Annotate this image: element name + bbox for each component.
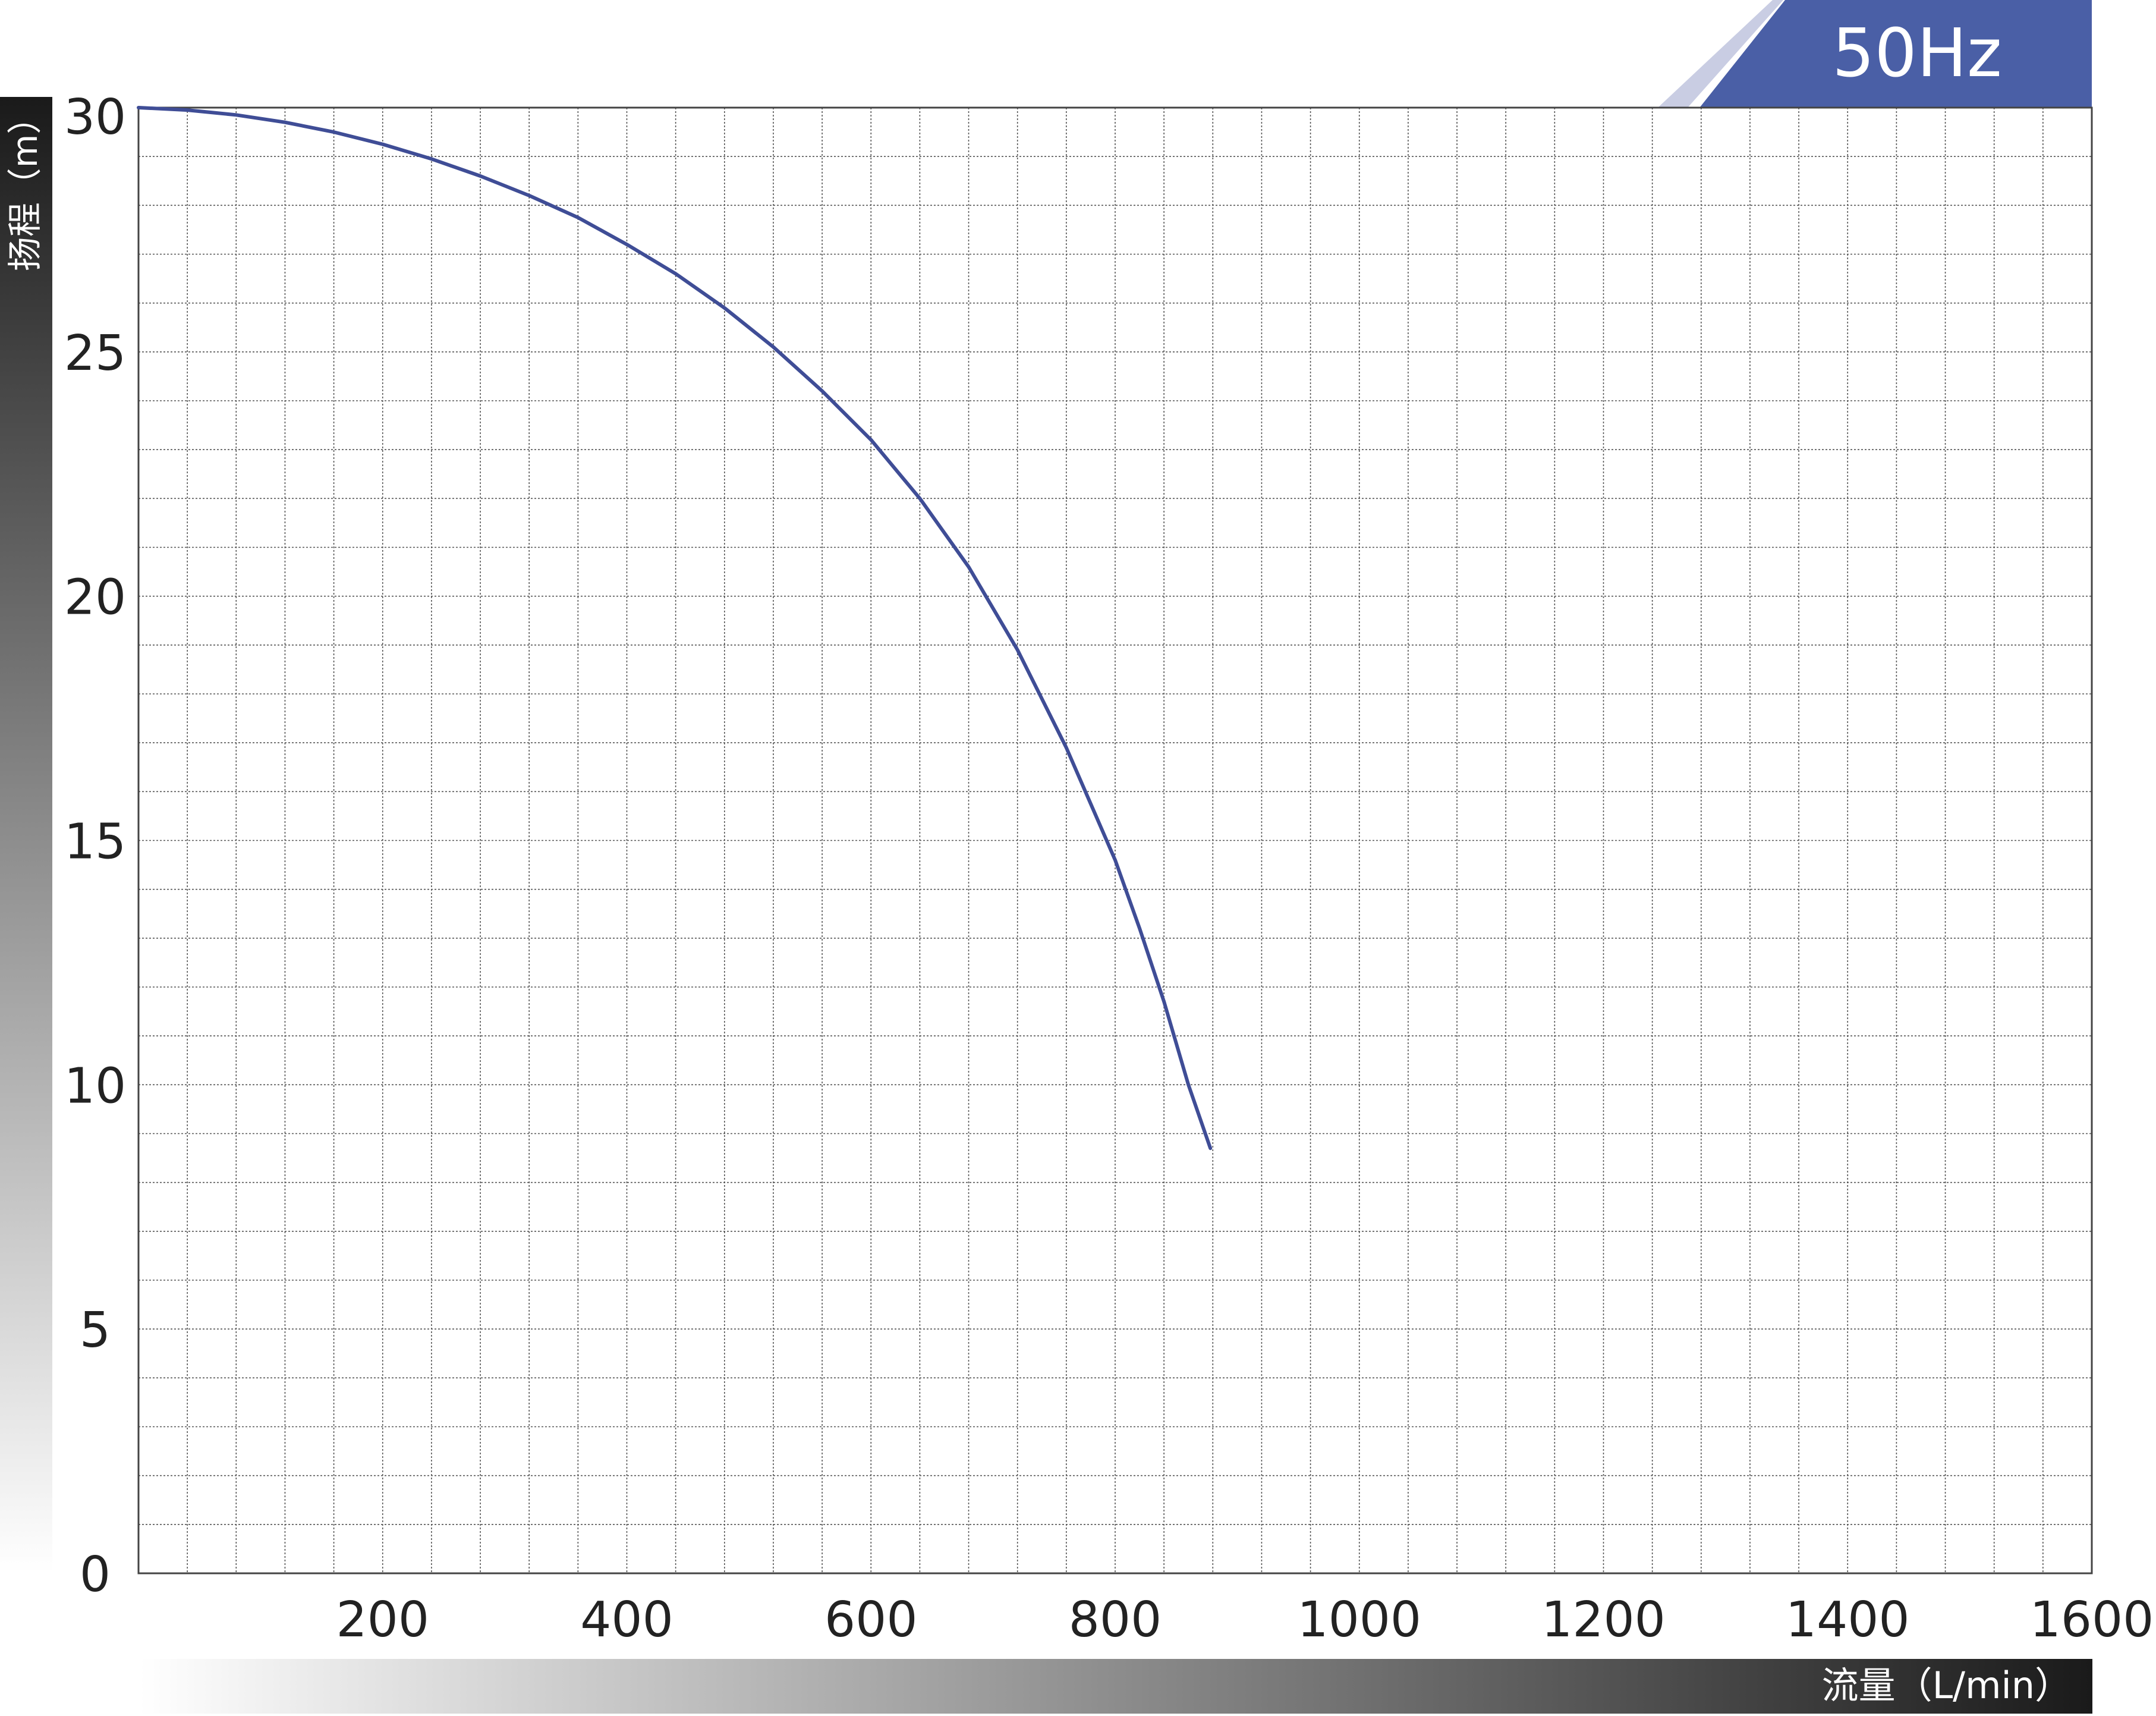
y-axis-label-bar xyxy=(0,97,52,1573)
frequency-badge xyxy=(1700,0,2092,107)
y-tick-label: 30 xyxy=(64,89,126,146)
grid xyxy=(139,108,2092,1573)
x-tick-label: 1400 xyxy=(1786,1592,1910,1648)
y-tick-label: 10 xyxy=(64,1058,126,1114)
y-tick-label: 25 xyxy=(64,325,126,382)
series xyxy=(137,106,1213,1151)
x-tick-label: 1600 xyxy=(2030,1592,2154,1648)
y-tick-label: 5 xyxy=(80,1302,111,1359)
x-tick-label: 1000 xyxy=(1297,1592,1421,1648)
x-axis-label: 流量（L/min） xyxy=(1822,1664,2072,1707)
y-tick-label: 0 xyxy=(80,1547,111,1603)
x-tick-label: 400 xyxy=(580,1592,673,1648)
x-tick-label: 600 xyxy=(824,1592,918,1648)
frequency-badge-stripe xyxy=(1658,0,1783,107)
x-tick-label: 800 xyxy=(1069,1592,1162,1648)
plot-frame xyxy=(137,106,2093,1574)
y-axis-label: 扬程（m） xyxy=(5,100,45,272)
y-tick-label: 20 xyxy=(64,570,126,626)
y-tick-labels: 0 5 10 15 20 25 30 xyxy=(64,89,126,1603)
head-flow-curve xyxy=(137,106,1213,1151)
y-tick-label: 15 xyxy=(64,814,126,870)
frequency-badge-label: 50Hz xyxy=(1832,15,2002,92)
x-tick-label: 200 xyxy=(336,1592,429,1648)
x-tick-labels: 200 400 600 800 1000 1200 1400 1600 xyxy=(336,1592,2154,1648)
x-axis-label-bar xyxy=(140,1659,2092,1714)
x-tick-label: 1200 xyxy=(1541,1592,1666,1648)
